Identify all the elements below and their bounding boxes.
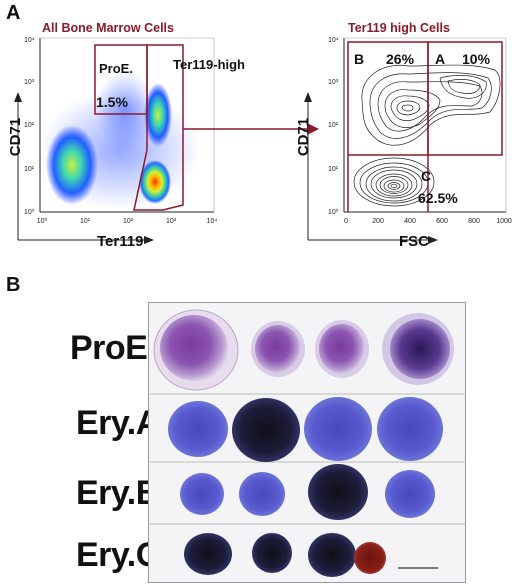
gate-b-percent: 26% xyxy=(386,51,415,67)
row-label-ery-c: Ery.C xyxy=(76,536,160,574)
gate-ter119-label: Ter119-high xyxy=(173,57,245,72)
row-label-ery-a: Ery.A xyxy=(76,404,160,442)
left-x-label: Ter119 xyxy=(97,233,143,250)
right-x-tick-3: 600 xyxy=(436,218,448,225)
contour-lines xyxy=(353,64,501,207)
ery-a-cells xyxy=(168,397,443,462)
gate-b-label: B xyxy=(354,51,364,67)
ery-b-cells xyxy=(180,464,435,520)
left-x-tick-3: 10³ xyxy=(166,218,177,225)
right-x-tick-1: 200 xyxy=(372,218,384,225)
left-y-tick-3: 10³ xyxy=(24,79,35,86)
gate-a-label: A xyxy=(435,51,445,67)
gate-arrow xyxy=(183,123,319,135)
gate-proe-label: ProE. xyxy=(99,61,133,76)
left-x-tick-0: 10⁰ xyxy=(37,217,48,225)
left-x-tick-1: 10¹ xyxy=(80,218,91,225)
left-y-tick-2: 10² xyxy=(24,122,35,129)
right-plot-title: Ter119 high Cells xyxy=(348,21,450,35)
gate-c-label: C xyxy=(421,168,431,184)
right-contour-plot: Ter119 high Cells 10⁰ 10¹ 10² 10³ 10⁴ 0 … xyxy=(295,21,512,250)
left-y-label: CD71 xyxy=(7,118,24,156)
gate-a xyxy=(427,41,503,156)
row-label-ery-b: Ery.B xyxy=(76,474,160,512)
left-y-tick-4: 10⁴ xyxy=(24,37,35,44)
row-label-proe: ProE. xyxy=(70,329,157,367)
left-dot-plot: All Bone Marrow Cells 10⁰ 10¹ 10² 10³ 10… xyxy=(7,21,245,250)
right-y-tick-0: 10⁰ xyxy=(328,208,339,216)
cell-micrograph-grid xyxy=(148,302,466,583)
panel-a-letter: A xyxy=(6,2,21,24)
ery-c-cells xyxy=(184,533,386,577)
proe-cells xyxy=(153,309,454,391)
gate-ter119-high xyxy=(133,44,184,211)
gate-c-percent: 62.5% xyxy=(418,190,458,206)
gate-proe-percent: 1.5% xyxy=(96,94,128,110)
left-x-tick-2: 10² xyxy=(123,218,134,225)
gate-a-percent: 10% xyxy=(462,51,491,67)
right-x-tick-4: 800 xyxy=(468,218,480,225)
left-density-cloud xyxy=(40,70,200,210)
panel-b-letter: B xyxy=(6,274,21,296)
right-x-tick-2: 400 xyxy=(404,218,416,225)
right-y-tick-3: 10³ xyxy=(328,79,339,86)
left-y-tick-1: 10¹ xyxy=(24,166,35,173)
left-plot-title: All Bone Marrow Cells xyxy=(42,21,174,35)
right-y-label: CD71 xyxy=(295,118,312,156)
left-y-tick-0: 10⁰ xyxy=(24,208,35,216)
left-x-tick-4: 10⁴ xyxy=(207,218,218,225)
right-x-tick-0: 0 xyxy=(344,218,348,225)
right-y-tick-2: 10² xyxy=(328,122,339,129)
right-y-tick-4: 10⁴ xyxy=(328,37,339,44)
right-x-tick-5: 1000 xyxy=(496,218,512,225)
right-x-label: FSC xyxy=(399,233,429,250)
right-y-tick-1: 10¹ xyxy=(328,166,339,173)
